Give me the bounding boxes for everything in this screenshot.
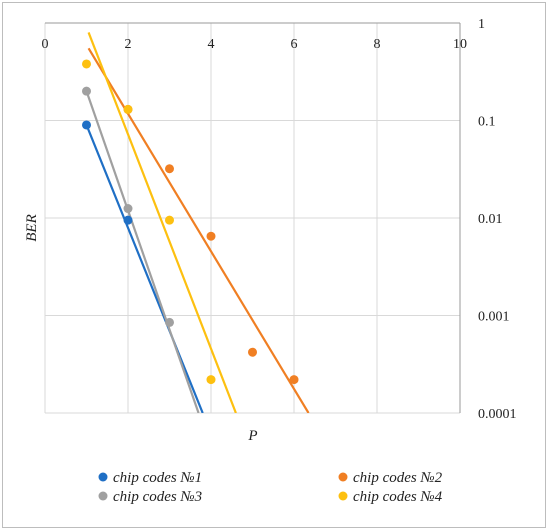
- legend-marker: [338, 472, 348, 482]
- trend-lines: [85, 32, 310, 413]
- trend-line-series-1: [85, 124, 204, 413]
- legend-label: chip codes №1: [113, 470, 202, 486]
- y-axis-label: BER: [24, 214, 40, 242]
- legend-label: chip codes №4: [353, 489, 443, 505]
- chart-frame: [2, 2, 546, 528]
- legend: chip codes №1 chip codes №2 chip codes №3 c…: [98, 470, 443, 505]
- legend-marker: [338, 491, 348, 501]
- data-point-series-2: [206, 231, 216, 241]
- trend-line-series-3: [85, 90, 200, 413]
- axes: [45, 22, 461, 413]
- data-point-series-2: [289, 375, 299, 385]
- trend-line-series-4: [87, 32, 237, 413]
- data-point-series-1: [123, 215, 133, 225]
- data-point-series-4: [123, 104, 133, 114]
- y-tick-label: 1: [478, 17, 485, 32]
- y-tick-label: 0.001: [478, 310, 510, 325]
- data-point-series-4: [206, 375, 216, 385]
- legend-label: chip codes №3: [113, 489, 202, 505]
- legend-marker: [98, 472, 108, 482]
- x-axis-label: P: [247, 428, 257, 444]
- x-tick-label: 6: [291, 37, 298, 52]
- legend-label: chip codes №2: [353, 470, 443, 486]
- y-tick-label: 0.0001: [478, 407, 517, 422]
- data-point-series-2: [248, 347, 257, 357]
- x-tick-label: 8: [374, 37, 381, 52]
- data-point-series-4: [165, 215, 174, 225]
- data-points: [82, 59, 299, 385]
- data-point-series-3: [82, 86, 91, 96]
- x-tick-label: 0: [42, 37, 49, 52]
- x-tick-label: 2: [125, 37, 132, 52]
- data-point-series-2: [165, 164, 174, 174]
- tick-labels: 1 0.1 0.01 0.001 0.0001 0 2 4 6 8 10: [42, 17, 517, 422]
- y-tick-label: 0.1: [478, 115, 496, 130]
- x-tick-label: 4: [208, 37, 215, 52]
- data-point-series-4: [82, 59, 91, 69]
- trend-line-series-2: [87, 47, 310, 413]
- legend-marker: [98, 491, 108, 501]
- y-tick-label: 0.01: [478, 212, 503, 227]
- data-point-series-3: [123, 204, 133, 214]
- x-tick-label: 10: [453, 37, 467, 52]
- data-point-series-3: [165, 317, 174, 327]
- data-point-series-1: [82, 120, 91, 130]
